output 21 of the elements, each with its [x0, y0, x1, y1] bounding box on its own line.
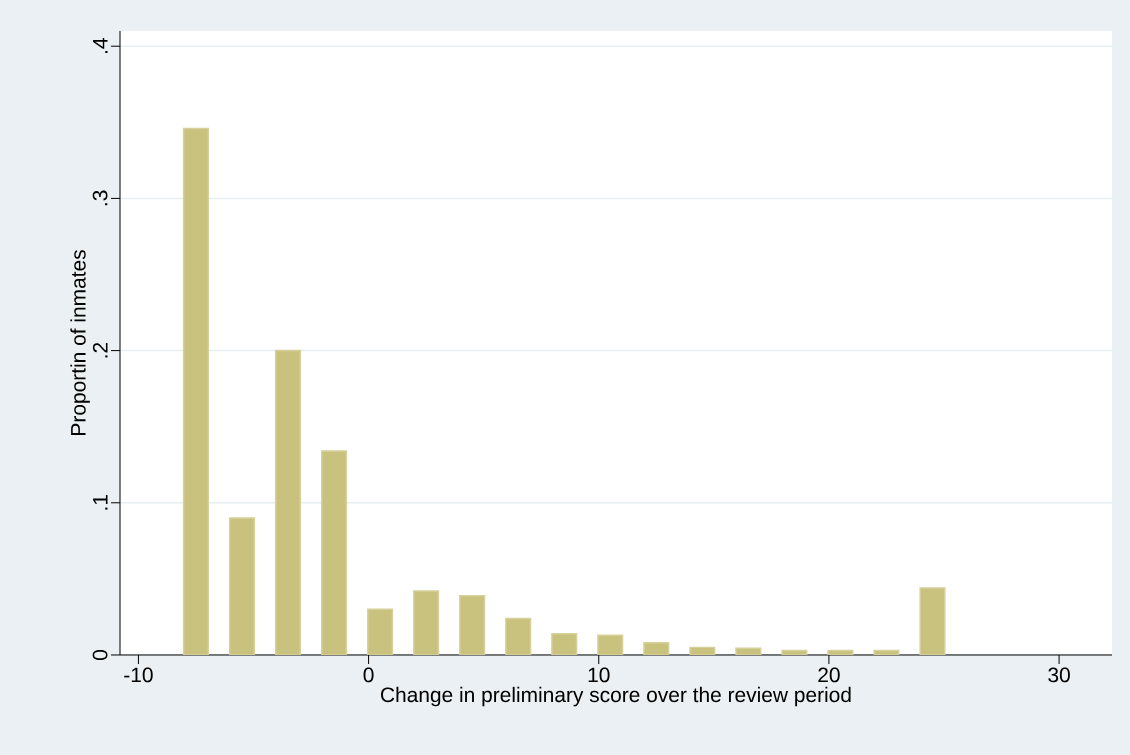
x-tick-label: 0 — [363, 667, 374, 683]
x-tick-label: 30 — [1048, 667, 1070, 683]
y-axis-title: Proportin of inmates — [70, 250, 90, 435]
y-tick-label: .2 — [92, 342, 108, 358]
bar — [367, 608, 394, 655]
y-tick-label: 0 — [92, 649, 108, 660]
x-tick-label: 10 — [588, 667, 610, 683]
bar — [228, 517, 256, 655]
y-tick-label: .3 — [92, 190, 108, 206]
x-axis-title: Change in preliminary score over the review period — [381, 686, 851, 707]
y-tick-label: .1 — [93, 495, 108, 510]
x-tick-label: -10 — [124, 667, 153, 683]
bar — [274, 349, 302, 655]
x-tick-label: 20 — [818, 667, 840, 683]
bar — [505, 617, 532, 655]
bar — [321, 450, 348, 655]
bar — [459, 594, 486, 655]
bar — [413, 590, 440, 655]
y-tick-label: .4 — [93, 38, 108, 54]
bar — [182, 127, 210, 655]
bar — [919, 587, 946, 655]
